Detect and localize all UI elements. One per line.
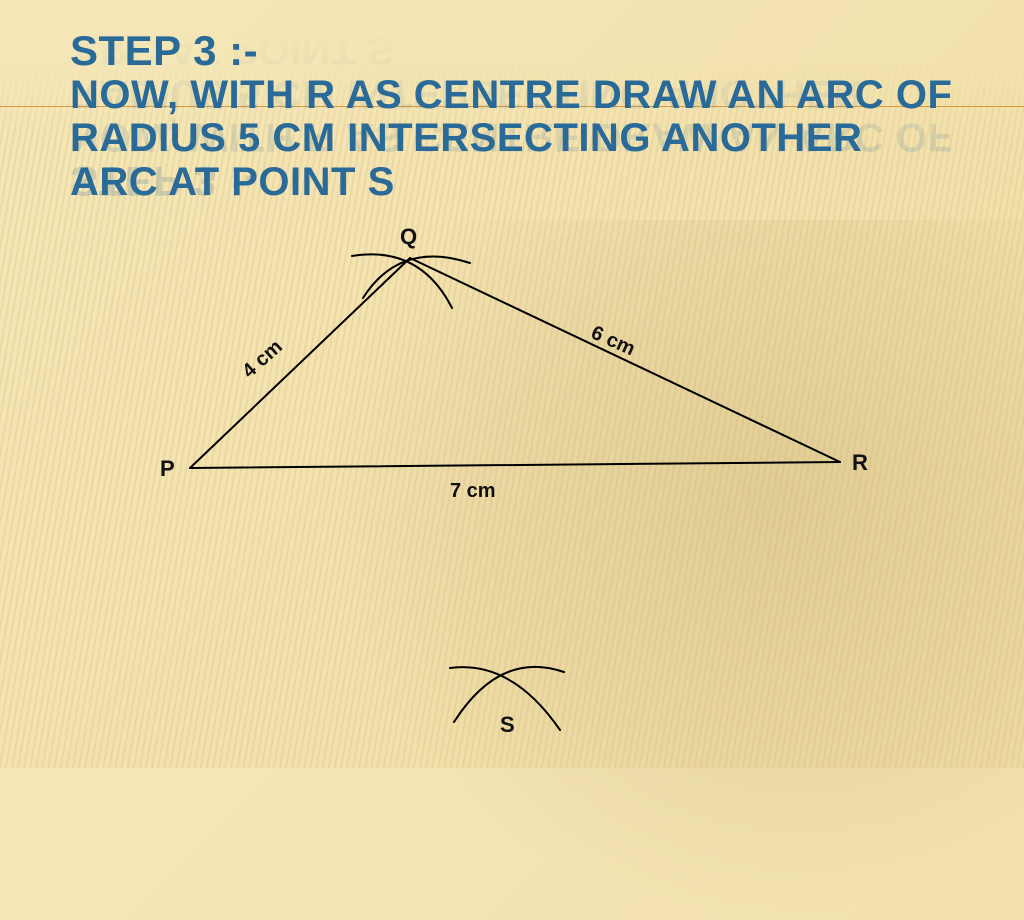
vertex-label-R: R <box>852 450 868 476</box>
vertex-label-Q: Q <box>400 224 417 250</box>
side-PQ <box>190 258 410 468</box>
construction-diagram <box>0 0 1024 768</box>
side-label-PR: 7 cm <box>450 480 496 503</box>
vertex-label-P: P <box>160 456 175 482</box>
arc-top-left <box>363 256 470 298</box>
point-label-S: S <box>500 712 515 738</box>
side-PR <box>190 462 840 468</box>
top-arcs <box>352 254 470 308</box>
side-QR <box>410 258 840 462</box>
triangle <box>190 258 840 468</box>
